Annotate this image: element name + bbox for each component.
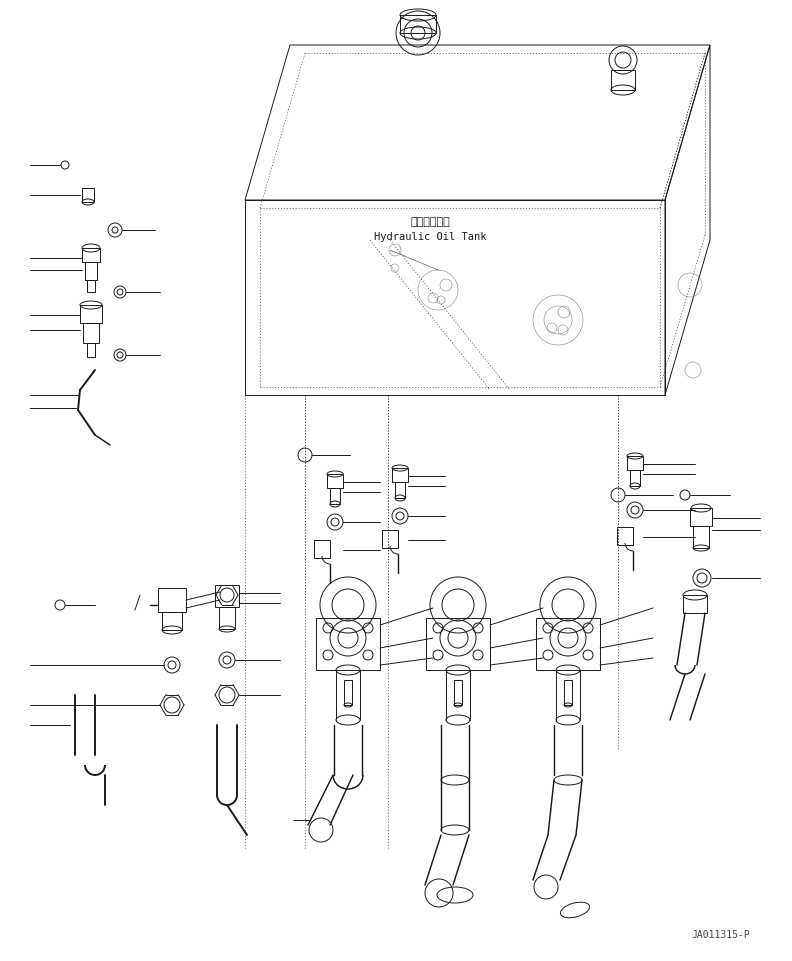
Bar bbox=[158, 588, 186, 612]
Bar bbox=[330, 488, 340, 504]
Bar bbox=[327, 474, 343, 488]
Bar bbox=[344, 680, 352, 705]
Bar bbox=[617, 527, 633, 545]
Bar bbox=[87, 343, 95, 357]
Text: JA011315-P: JA011315-P bbox=[691, 930, 750, 940]
Bar bbox=[454, 680, 462, 705]
Text: Hydraulic Oil Tank: Hydraulic Oil Tank bbox=[374, 232, 486, 242]
Bar bbox=[693, 526, 709, 548]
Bar bbox=[80, 305, 102, 323]
Bar bbox=[395, 482, 405, 498]
Bar bbox=[392, 468, 408, 482]
Bar bbox=[219, 607, 235, 629]
Bar bbox=[400, 15, 436, 33]
Bar bbox=[564, 680, 572, 705]
Bar bbox=[683, 595, 707, 613]
Text: 作動油タンク: 作動油タンク bbox=[410, 217, 450, 227]
Bar bbox=[630, 470, 640, 486]
Bar bbox=[611, 70, 635, 90]
Bar bbox=[690, 508, 712, 526]
Bar bbox=[215, 585, 239, 607]
Bar bbox=[162, 612, 182, 630]
Bar bbox=[83, 323, 99, 343]
Bar bbox=[426, 618, 490, 670]
Bar bbox=[82, 248, 100, 262]
Bar bbox=[82, 188, 94, 202]
Bar bbox=[627, 456, 643, 470]
Bar bbox=[87, 280, 95, 292]
Bar bbox=[85, 262, 97, 280]
Bar bbox=[316, 618, 380, 670]
Bar bbox=[536, 618, 600, 670]
Bar bbox=[382, 530, 398, 548]
Bar bbox=[314, 540, 330, 558]
